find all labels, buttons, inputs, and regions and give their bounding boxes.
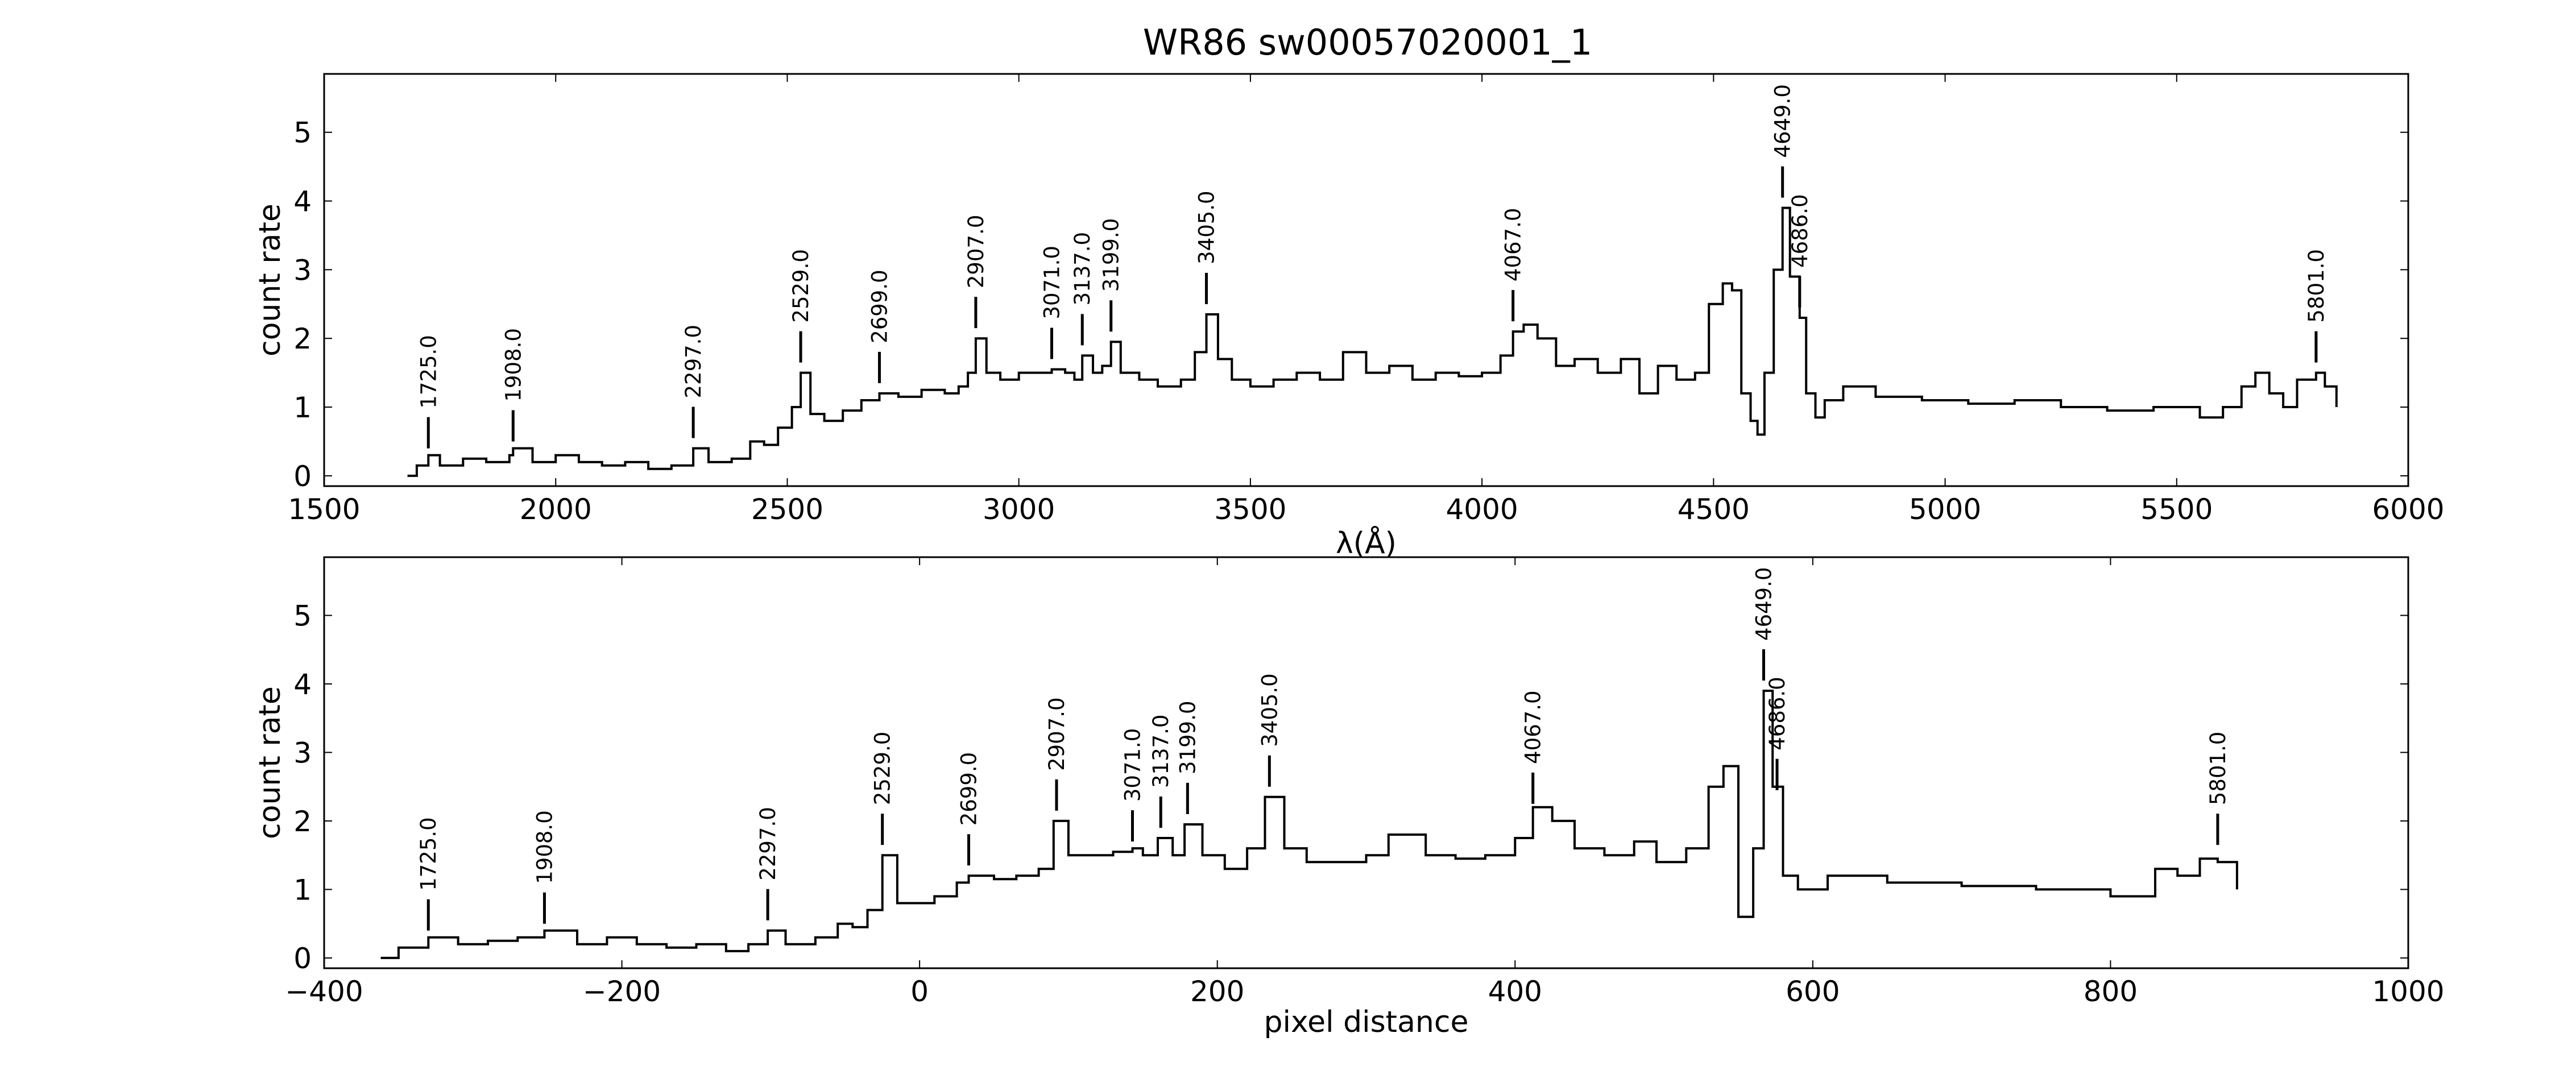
line-id-label: 3137.0 (1070, 232, 1095, 305)
y-tick-label: 1 (293, 873, 312, 906)
x-tick-label: 2500 (751, 493, 823, 526)
y-tick-label: 0 (293, 942, 312, 975)
x-tick-label: 3500 (1214, 493, 1286, 526)
x-tick-label: 1000 (2372, 975, 2444, 1008)
x-tick-label: 5000 (1909, 493, 1981, 526)
line-id-label: 2297.0 (681, 325, 706, 398)
y-tick-label: 3 (293, 736, 312, 769)
x-tick-label: 400 (1488, 975, 1542, 1008)
line-id-label: 1908.0 (532, 810, 557, 884)
y-tick-label: 0 (293, 460, 312, 493)
line-id-label: 1725.0 (416, 817, 441, 890)
x-tick-label: 4500 (1678, 493, 1750, 526)
x-tick-label: 0 (910, 975, 929, 1008)
y-axis-label: count rate (253, 686, 287, 839)
y-tick-label: 4 (293, 185, 312, 218)
y-tick-label: 2 (293, 805, 312, 838)
axes-frame (323, 556, 2409, 969)
y-axis-label: count rate (253, 204, 287, 356)
line-id-label: 3405.0 (1195, 190, 1219, 264)
line-id-label: 4067.0 (1501, 208, 1526, 281)
line-id-label: 2699.0 (868, 269, 892, 343)
x-axis-label: pixel distance (1264, 1005, 1469, 1039)
line-id-label: 3199.0 (1175, 700, 1200, 774)
line-id-label: 3137.0 (1149, 715, 1173, 788)
x-tick-label: 600 (1786, 975, 1840, 1008)
spectrum-series-line (407, 206, 2338, 477)
x-tick-label: 800 (2084, 975, 2138, 1008)
x-tick-label: −400 (285, 975, 363, 1008)
x-tick-label: 6000 (2372, 493, 2444, 526)
line-id-label: 2907.0 (964, 215, 988, 288)
figure-title: WR86 sw00057020001_1 (1143, 22, 1592, 63)
line-id-label: 2699.0 (957, 752, 981, 826)
line-id-label: 4649.0 (1751, 567, 1776, 640)
line-id-label: 4686.0 (1765, 677, 1790, 750)
x-tick-label: −200 (583, 975, 661, 1008)
x-tick-label: 5500 (2140, 493, 2213, 526)
y-tick-label: 4 (293, 668, 312, 701)
axes-frame (323, 73, 2409, 487)
line-id-label: 3199.0 (1099, 218, 1124, 292)
spectrum-series-line (380, 690, 2238, 959)
y-tick-label: 5 (293, 599, 312, 632)
y-tick-label: 3 (293, 254, 312, 287)
line-id-label: 5801.0 (2206, 732, 2230, 805)
line-id-label: 5801.0 (2304, 249, 2329, 322)
x-tick-label: 200 (1190, 975, 1244, 1008)
line-id-label: 4067.0 (1521, 690, 1546, 764)
x-axis-label: λ(Å) (1336, 525, 1397, 561)
y-tick-label: 5 (293, 117, 312, 150)
line-id-label: 3071.0 (1039, 246, 1064, 319)
x-tick-label: 1500 (288, 493, 360, 526)
line-id-label: 4686.0 (1788, 194, 1812, 267)
x-tick-label: 3000 (983, 493, 1055, 526)
line-id-label: 1908.0 (501, 328, 525, 401)
line-id-label: 2297.0 (756, 807, 780, 880)
pixel-distance-panel: −400 −200 0 200 400 600 800 1000 0 1 2 3 4 5 pixel dis… (253, 556, 2445, 1039)
line-id-label: 2907.0 (1045, 697, 1069, 770)
line-id-label: 2529.0 (789, 249, 813, 322)
y-tick-label: 1 (293, 391, 312, 424)
x-tick-label: 2000 (520, 493, 592, 526)
wavelength-panel: 1500 2000 2500 3000 3500 4000 4500 5000 5500 6000… (253, 73, 2445, 561)
line-id-label: 1725.0 (416, 335, 441, 408)
line-id-label: 3071.0 (1120, 728, 1145, 802)
line-id-label: 2529.0 (871, 732, 895, 805)
line-id-label: 3405.0 (1257, 673, 1282, 746)
y-tick-label: 2 (293, 322, 312, 355)
x-tick-label: 4000 (1446, 493, 1518, 526)
line-id-label: 4649.0 (1771, 84, 1795, 157)
